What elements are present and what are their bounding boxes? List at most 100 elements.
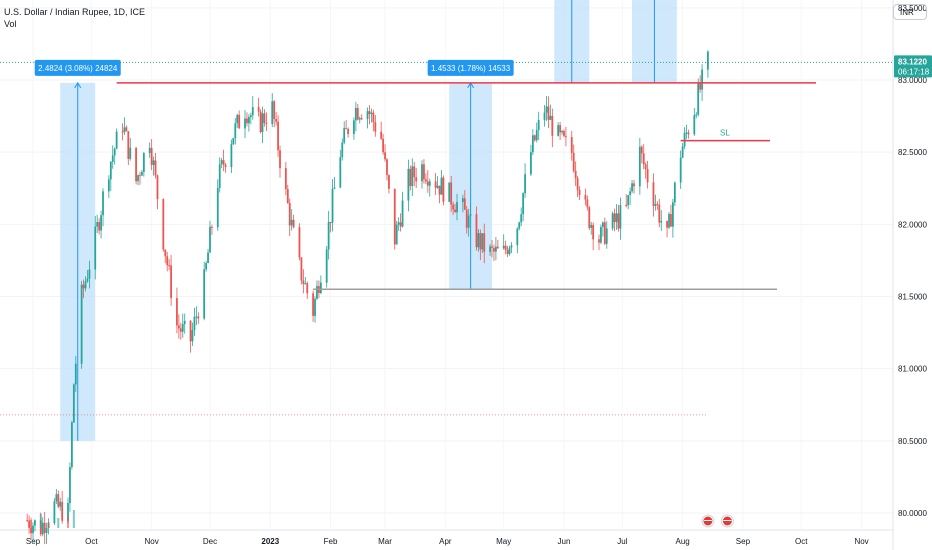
candle (506, 245, 509, 257)
candle (656, 201, 659, 210)
candle (189, 320, 192, 353)
candle-body (216, 187, 219, 228)
candle-body (177, 325, 180, 329)
candle-body (129, 147, 132, 159)
candle (695, 112, 698, 119)
x-tick-label: Apr (439, 537, 452, 546)
candle-body (209, 226, 211, 253)
candle (319, 275, 322, 295)
candle-body (559, 125, 561, 133)
candle-body (125, 127, 128, 132)
candle (271, 93, 274, 128)
candle (195, 306, 198, 326)
candle-body (360, 118, 363, 120)
y-tick-label: 80.5000 (898, 437, 927, 446)
candle-body (504, 245, 507, 250)
candle-body (94, 226, 97, 270)
candle (448, 182, 451, 203)
y-tick-label: 82.0000 (898, 220, 927, 229)
x-tick-label: Dec (203, 537, 217, 546)
x-tick-label: Nov (854, 537, 868, 546)
chart-header: U.S. Dollar / Indian Rupee, 1D, ICE Vol (4, 6, 145, 30)
candle-body (695, 114, 698, 116)
candle-body (491, 246, 493, 248)
candle (339, 150, 342, 189)
candle-body (314, 298, 316, 316)
candle (135, 147, 137, 185)
candle (493, 244, 495, 261)
candle (246, 112, 248, 127)
candle (572, 144, 575, 173)
candle (576, 175, 579, 197)
candle-body (685, 132, 688, 134)
candle-body (586, 199, 589, 208)
candle-body (137, 175, 139, 182)
candle (43, 511, 46, 545)
candle-body (551, 115, 554, 136)
candle (423, 159, 425, 184)
candle-body (565, 136, 567, 138)
symbol-title[interactable]: U.S. Dollar / Indian Rupee, 1D, ICE (4, 7, 146, 17)
candle (652, 173, 655, 217)
candle (53, 498, 56, 526)
candle (279, 145, 281, 178)
candle-body (162, 199, 165, 250)
y-tick-label: 81.0000 (898, 365, 927, 374)
candle-body (28, 520, 31, 528)
candle-body (411, 166, 414, 187)
candle (481, 233, 484, 254)
candle-body (535, 130, 538, 141)
candle (545, 95, 548, 121)
candle (102, 188, 104, 227)
candle-body (71, 422, 73, 468)
candle-body (263, 113, 266, 123)
candle-body (238, 114, 241, 129)
candle (658, 199, 661, 228)
candle (156, 174, 159, 210)
candle (325, 245, 328, 288)
stop-loss-label: SL (720, 129, 730, 138)
candle-body (57, 494, 60, 507)
candle-body (53, 501, 56, 524)
candle-body (652, 182, 655, 206)
candle-body (164, 249, 167, 257)
candle (681, 143, 684, 159)
candle (697, 78, 700, 117)
candle (504, 240, 507, 255)
candle (142, 152, 145, 177)
candle-body (640, 146, 643, 154)
x-tick-label: Oct (85, 537, 98, 546)
candle-body (205, 263, 208, 270)
candle-body (176, 298, 178, 326)
candle (251, 96, 254, 120)
candle-body (347, 128, 349, 135)
candle (277, 115, 279, 157)
candle-body (191, 330, 194, 342)
candle (683, 127, 686, 150)
candle (629, 187, 632, 206)
candle (399, 213, 402, 232)
candle (508, 245, 511, 256)
candle (570, 130, 573, 161)
candle (436, 176, 439, 189)
candle-body (290, 219, 293, 226)
candle-body (452, 204, 455, 210)
x-tick-label: 2023 (261, 537, 279, 546)
candle-body (672, 202, 674, 227)
candle-body (524, 174, 526, 194)
candle (672, 199, 674, 238)
candle-body (102, 191, 104, 216)
x-tick-label: Sep (736, 537, 751, 546)
candle-body (292, 219, 295, 228)
candle-body (86, 278, 89, 282)
x-tick-label: May (496, 537, 511, 546)
candle (121, 123, 124, 141)
y-tick-label: 83.0000 (898, 76, 927, 85)
candle-body (442, 177, 445, 202)
candle (154, 153, 157, 179)
currency-button[interactable]: INR (893, 4, 927, 20)
candle (148, 142, 151, 158)
candle (170, 254, 172, 306)
candle-body (584, 195, 587, 200)
